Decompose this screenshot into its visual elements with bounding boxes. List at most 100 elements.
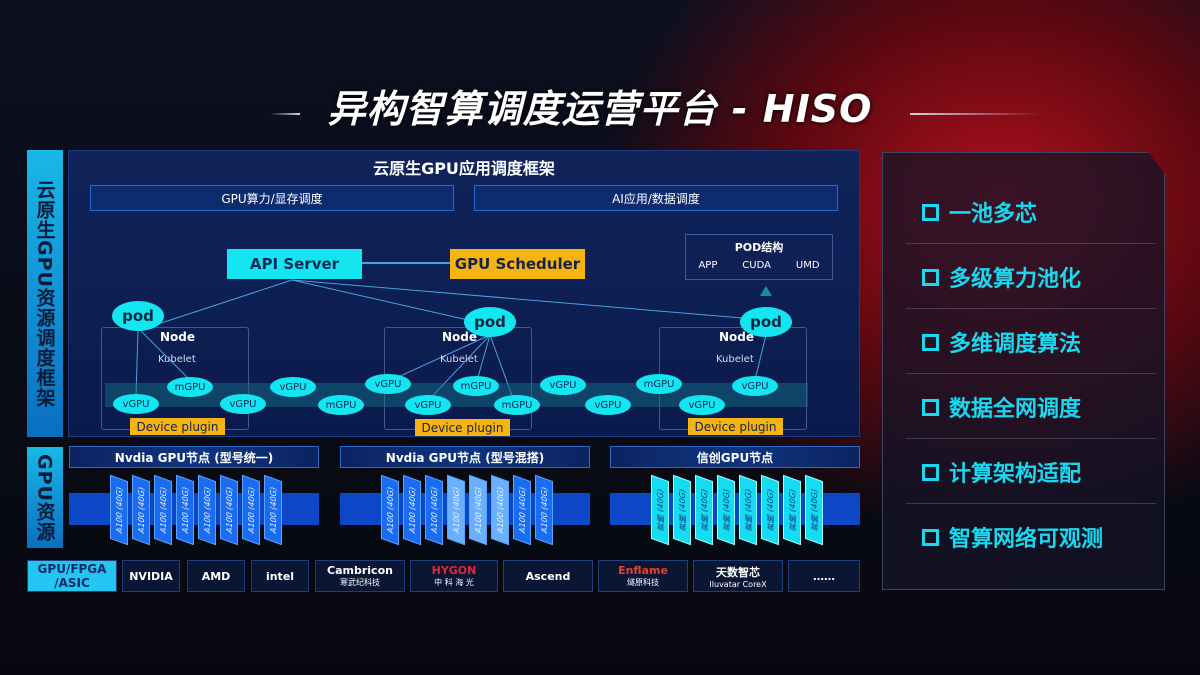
gpu-card-label: A100 (40G) [495,485,505,535]
kubelet-label: Kubelet [716,354,754,365]
gpu-card-label: A100 (40G) [136,485,146,535]
vendor-logo: AMD [187,560,245,592]
gpu-card: 昇腾 (40G) [717,474,735,546]
device-plugin: Device plugin [688,418,783,435]
gpu-card: A100 (40G) [242,474,260,546]
gpu-ellipse: mGPU [494,395,540,415]
gpu-ellipse: vGPU [220,394,266,414]
gpu-card: A100 (40G) [447,474,465,546]
gpu-card-label: 昇腾 (40G) [655,487,665,533]
gpu-card-label: 昇腾 (40G) [677,487,687,533]
gpu-node-header: Nvdia GPU节点 (型号统一) [69,446,319,468]
sub-header-ai: AI应用/数据调度 [474,185,838,211]
vendor-logo: …… [788,560,860,592]
vendor-logo: Cambricon 寒武纪科技 [315,560,405,592]
gpu-card-label: A100 (40G) [451,485,461,535]
vendor-name: …… [813,569,835,583]
gpu-card: A100 (40G) [264,474,282,546]
chip-types-label: GPU/FPGA /ASIC [27,560,117,592]
feature-label: 多维调度算法 [949,332,1082,357]
gpu-card: 昇腾 (40G) [805,474,823,546]
gpu-card-label: A100 (40G) [202,485,212,535]
gpu-ellipse: vGPU [540,375,586,395]
checkbox-icon [922,333,939,351]
framework-title: 云原生GPU应用调度框架 [373,159,555,178]
feature-item: 智算网络可观测 [922,521,1103,553]
pod-structure-title: POD结构 [734,241,784,254]
gpu-card: 昇腾 (40G) [695,474,713,546]
node-label: Node [160,330,196,344]
gpu-card: 昇腾 (40G) [673,474,691,546]
feature-item: 数据全网调度 [922,391,1081,423]
device-plugin: Device plugin [415,419,510,436]
checkbox-icon [922,203,939,221]
gpu-card-label: A100 (40G) [114,485,124,535]
pod-structure-item: CUDA [742,260,771,271]
gpu-card: A100 (40G) [110,474,128,546]
feature-label: 计算架构适配 [949,462,1082,487]
gpu-card-label: A100 (40G) [385,485,395,535]
divider [906,308,1156,309]
gpu-card-label: A100 (40G) [473,485,483,535]
gpu-card-label: 昇腾 (40G) [743,487,753,533]
gpu-card: A100 (40G) [535,474,553,546]
vendor-name: NVIDIA [129,569,173,583]
gpu-card-label: 昇腾 (40G) [765,487,775,533]
gpu-ellipse: vGPU [585,395,631,415]
checkbox-icon [922,398,939,416]
gpu-card: A100 (40G) [132,474,150,546]
vendor-logo: NVIDIA [122,560,180,592]
vendor-logo: Ascend [503,560,593,592]
gpu-ellipse: mGPU [453,376,499,396]
gpu-card: 昇腾 (40G) [783,474,801,546]
feature-item: 一池多芯 [922,196,1037,228]
gpu-card: A100 (40G) [469,474,487,546]
vendor-name: 天数智芯 [716,565,760,579]
vendor-name: AMD [201,569,231,583]
title-decoration-left [270,113,300,115]
gpu-card-label: A100 (40G) [180,485,190,535]
gpu-ellipse: mGPU [636,374,682,394]
divider [906,503,1156,504]
gpu-ellipse: vGPU [270,377,316,397]
gpu-card-label: A100 (40G) [268,485,278,535]
gpu-card: A100 (40G) [513,474,531,546]
node-label: Node [719,330,755,344]
vendor-sub: 燧原科技 [627,578,659,587]
gpu-card-label: 昇腾 (40G) [787,487,797,533]
gpu-card: A100 (40G) [154,474,172,546]
feature-label: 一池多芯 [949,202,1038,227]
gpu-card-label: 昇腾 (40G) [721,487,731,533]
gpu-card: A100 (40G) [220,474,238,546]
feature-item: 多级算力池化 [922,261,1081,293]
vendor-name: Cambricon [327,564,393,577]
vendor-name: Enflame [618,564,668,577]
vendor-name: Ascend [525,569,571,583]
vendor-sub: 中 科 海 光 [434,578,474,587]
page-title: 异构智算调度运营平台 - HISO [327,87,873,131]
kubelet-label: Kubelet [158,354,196,365]
pod-ellipse: pod [112,301,164,331]
pod-ellipse: pod [740,307,792,337]
framework-side-label: 云原生GPU资源调度框架 [27,150,63,437]
gpu-scheduler-box: GPU Scheduler [450,249,585,279]
features-panel [882,152,1165,590]
vendor-logo: Enflame 燧原科技 [598,560,688,592]
pod-ellipse: pod [464,307,516,337]
divider [906,373,1156,374]
connection-lines [135,262,772,405]
gpu-card: A100 (40G) [491,474,509,546]
gpu-card-label: A100 (40G) [539,485,549,535]
vendor-name: HYGON [431,564,477,577]
vendor-sub: 寒武纪科技 [340,578,380,587]
feature-label: 数据全网调度 [949,397,1082,422]
pod-structure-item: APP [698,260,718,271]
gpu-card: A100 (40G) [381,474,399,546]
gpu-card-label: A100 (40G) [246,485,256,535]
resources-side-label: GPU资源 [27,447,63,548]
sub-header-gpu: GPU算力/显存调度 [90,185,454,211]
gpu-node-header: Nvdia GPU节点 (型号混搭) [340,446,590,468]
feature-label: 智算网络可观测 [949,527,1104,552]
gpu-card-label: A100 (40G) [158,485,168,535]
gpu-card-label: A100 (40G) [429,485,439,535]
